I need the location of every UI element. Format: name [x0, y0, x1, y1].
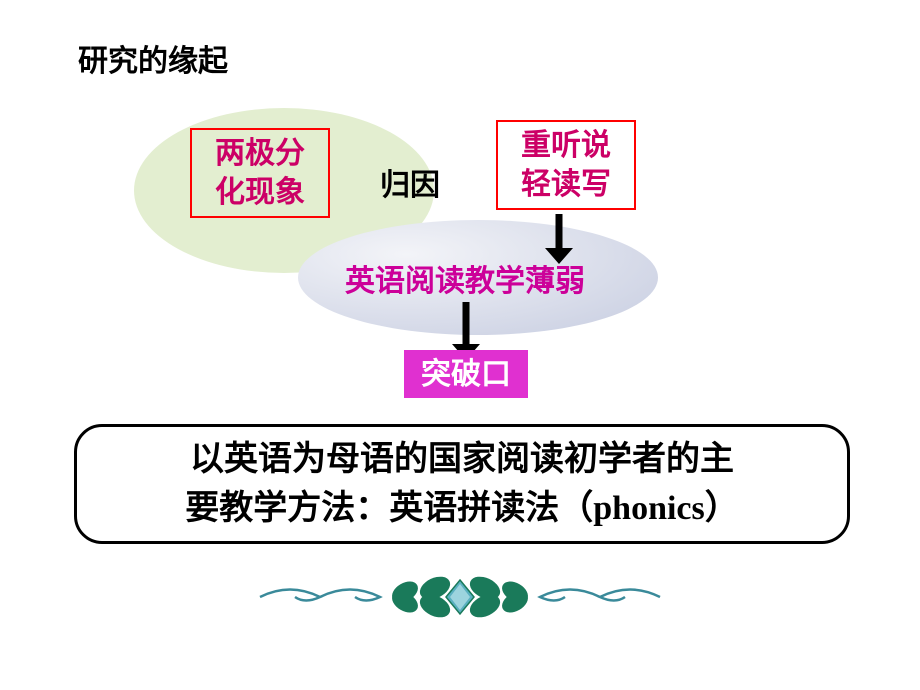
box-phonics: 以英语为母语的国家阅读初学者的主 要教学方法：英语拼读法（phonics） — [74, 424, 850, 544]
phonics-line2: 要教学方法：英语拼读法（phonics） — [185, 490, 739, 527]
box-polarization: 两极分 化现象 — [190, 128, 330, 218]
label-attribution: 归因 — [380, 160, 440, 204]
label-reading-weak: 英语阅读教学薄弱 — [345, 256, 585, 300]
box-polarization-line2: 化现象 — [215, 176, 305, 209]
box-polarization-line1: 两极分 — [215, 137, 305, 170]
page-title: 研究的缘起 — [78, 36, 228, 80]
phonics-line1: 以英语为母语的国家阅读初学者的主 — [190, 441, 734, 478]
box-listen-speak: 重听说 轻读写 — [496, 120, 636, 210]
box-breakthrough-text: 突破口 — [421, 355, 511, 394]
box-listen-line2: 轻读写 — [521, 168, 611, 201]
box-breakthrough: 突破口 — [404, 350, 528, 398]
decorative-flourish — [250, 574, 670, 620]
box-listen-line1: 重听说 — [521, 129, 611, 162]
